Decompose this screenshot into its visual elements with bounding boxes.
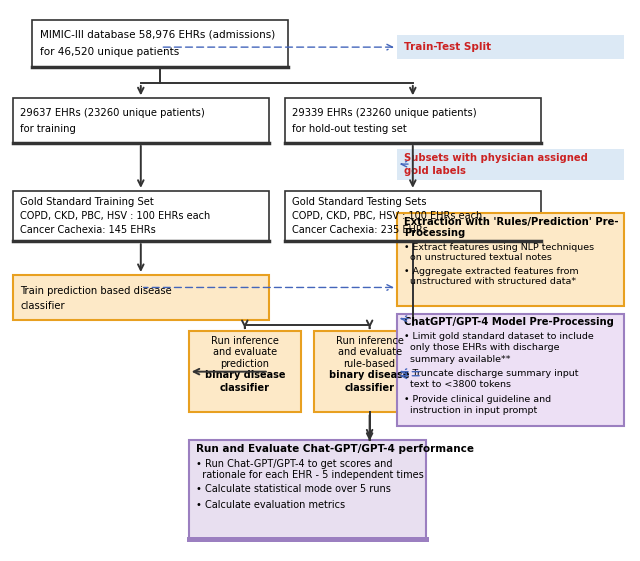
Text: binary disease: binary disease [330,370,410,380]
Bar [397,149,624,180]
Bar [397,35,624,59]
Text: Run and Evaluate Chat-GPT/GPT-4 performance: Run and Evaluate Chat-GPT/GPT-4 performa… [196,444,474,454]
Text: for 46,520 unique patients: for 46,520 unique patients [40,47,179,57]
Text: unstructured with structured data*: unstructured with structured data* [404,277,577,286]
Text: MIMIC-III database 58,976 EHRs (admissions): MIMIC-III database 58,976 EHRs (admissio… [40,30,275,40]
Text: Subsets with physician assigned: Subsets with physician assigned [404,153,588,163]
Bar [13,275,269,320]
Text: • Run Chat-GPT/GPT-4 to get scores and: • Run Chat-GPT/GPT-4 to get scores and [196,459,393,469]
Text: binary disease: binary disease [205,370,285,380]
Text: Run inference: Run inference [335,335,404,346]
Text: on unstructured textual notes: on unstructured textual notes [404,253,552,262]
Text: 29339 EHRs (23260 unique patients): 29339 EHRs (23260 unique patients) [292,108,477,118]
Text: Cancer Cachexia: 235 EHRs: Cancer Cachexia: 235 EHRs [292,225,428,235]
Text: and evaluate: and evaluate [337,347,402,357]
Text: summary available**: summary available** [404,355,511,364]
Text: Run inference: Run inference [211,335,279,346]
Text: Gold Standard Training Set: Gold Standard Training Set [20,197,154,207]
Text: COPD, CKD, PBC, HSV : 100 EHRs each: COPD, CKD, PBC, HSV : 100 EHRs each [292,211,483,221]
Text: Train prediction based disease: Train prediction based disease [20,286,172,296]
Bar [189,331,301,412]
Bar [13,191,269,241]
Text: instruction in input prompt: instruction in input prompt [404,406,538,415]
Text: • Limit gold standard dataset to include: • Limit gold standard dataset to include [404,332,594,341]
Text: classifier: classifier [20,301,65,311]
Text: Extraction with 'Rules/Prediction' Pre-: Extraction with 'Rules/Prediction' Pre- [404,217,619,227]
Bar [285,191,541,241]
Text: Gold Standard Testing Sets: Gold Standard Testing Sets [292,197,427,207]
Bar [32,20,288,67]
Text: gold labels: gold labels [404,166,467,176]
Text: rule-based: rule-based [344,358,396,369]
Bar [13,98,269,143]
Bar [189,440,426,539]
Text: Train-Test Split: Train-Test Split [404,42,492,52]
Text: 29637 EHRs (23260 unique patients): 29637 EHRs (23260 unique patients) [20,108,205,118]
Bar [285,98,541,143]
Text: • Provide clinical guideline and: • Provide clinical guideline and [404,395,552,404]
Text: Processing: Processing [404,228,466,238]
Text: and evaluate: and evaluate [212,347,277,357]
Text: prediction: prediction [220,358,269,369]
Text: for hold-out testing set: for hold-out testing set [292,123,407,134]
Text: Cancer Cachexia: 145 EHRs: Cancer Cachexia: 145 EHRs [20,225,156,235]
Text: • Aggregate extracted features from: • Aggregate extracted features from [404,267,579,276]
Text: rationale for each EHR - 5 independent times: rationale for each EHR - 5 independent t… [196,470,424,480]
Text: COPD, CKD, PBC, HSV : 100 EHRs each: COPD, CKD, PBC, HSV : 100 EHRs each [20,211,211,221]
Text: classifier: classifier [220,383,270,393]
Text: classifier: classifier [344,383,395,393]
Text: • Extract features using NLP techniques: • Extract features using NLP techniques [404,243,595,252]
Text: text to <3800 tokens: text to <3800 tokens [404,380,511,389]
Text: • Truncate discharge summary input: • Truncate discharge summary input [404,369,579,378]
Text: for training: for training [20,123,76,134]
Text: • Calculate evaluation metrics: • Calculate evaluation metrics [196,500,346,510]
Text: • Calculate statistical mode over 5 runs: • Calculate statistical mode over 5 runs [196,485,391,494]
Text: only those EHRs with discharge: only those EHRs with discharge [404,343,560,352]
Bar [397,213,624,306]
Bar [314,331,426,412]
Text: ChatGPT/GPT-4 Model Pre-Processing: ChatGPT/GPT-4 Model Pre-Processing [404,317,614,327]
Bar [397,314,624,426]
